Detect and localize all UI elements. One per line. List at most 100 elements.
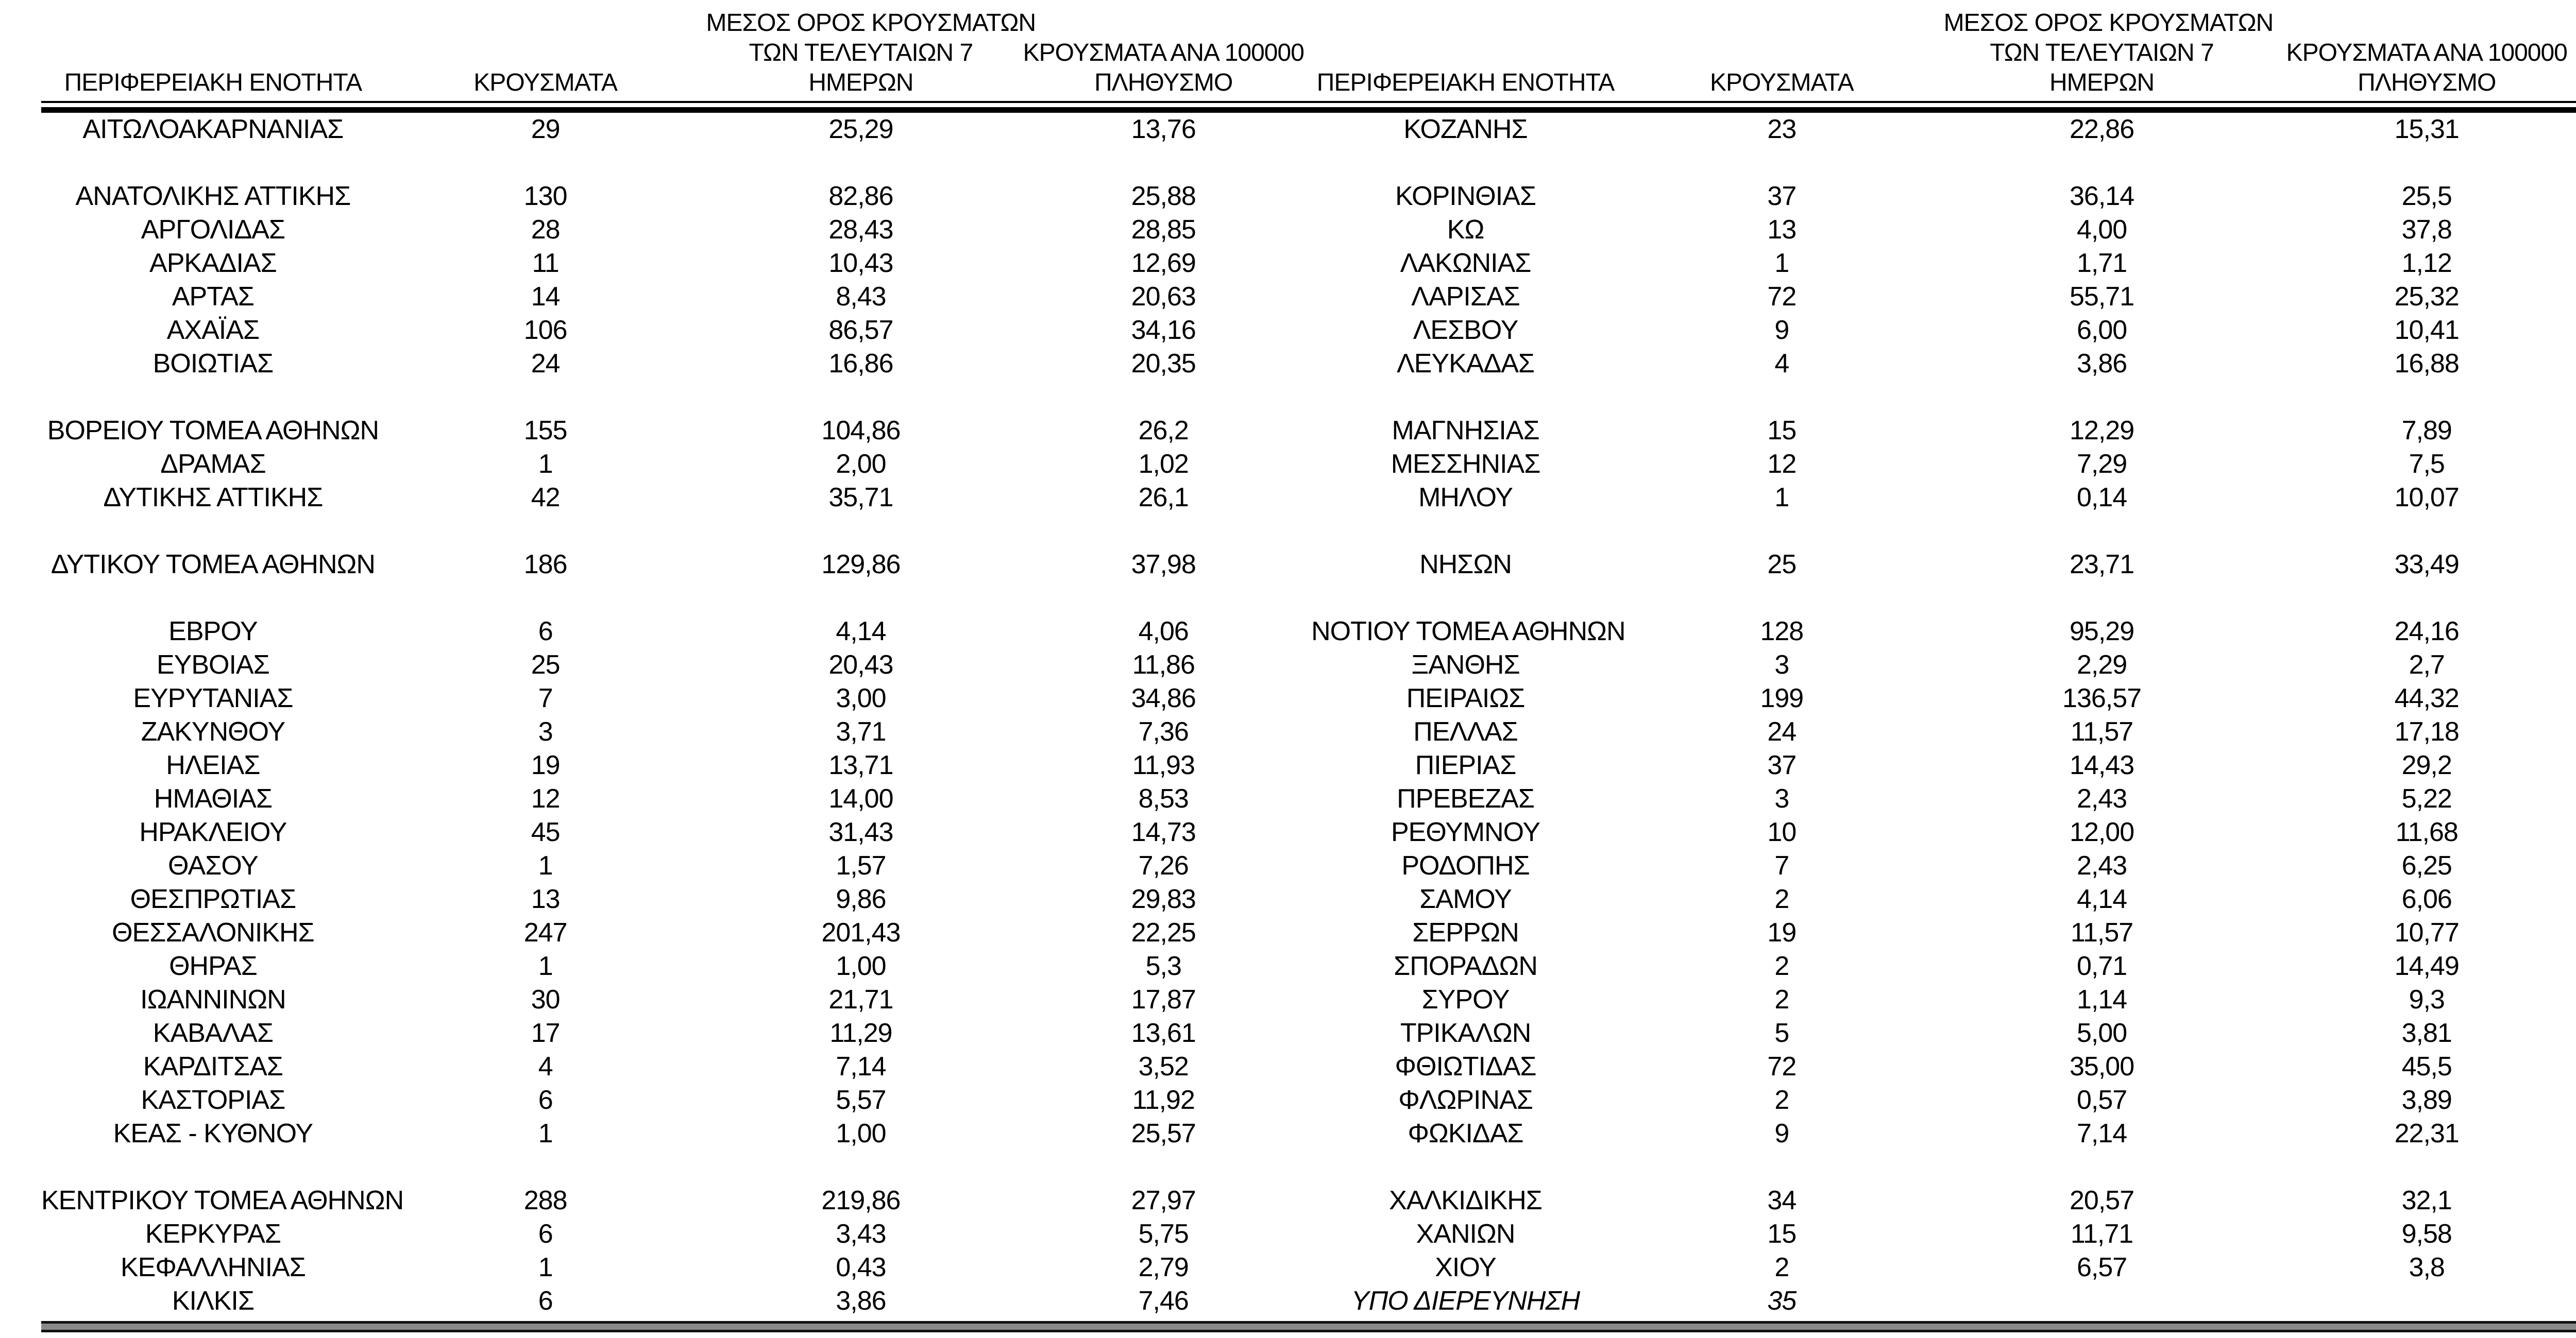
avg7-value-cell: 219,86 [821, 1186, 901, 1215]
per100k-value-cell: 20,63 [1131, 282, 1196, 312]
table-row [41, 514, 2576, 548]
header-per100k-right: ΚΡΟΥΣΜΑΤΑ ΑΝΑ 100000 ΠΛΗΘΥΣΜΟ [2260, 38, 2576, 98]
per100k-value-cell: 7,46 [1138, 1286, 1189, 1316]
per100k-value-cell [2260, 146, 2576, 180]
avg7-value-cell: 3,43 [836, 1219, 886, 1249]
region-name-cell: ΦΛΩΡΙΝΑΣ [1398, 1085, 1533, 1115]
region-name-cell: ΚΑΡΔΙΤΣΑΣ [143, 1052, 283, 1082]
cases-value-cell: 11 [532, 248, 560, 278]
table-row: ΕΒΡΟΥ 6 4,14 4,06 ΝΟΤΙΟΥ ΤΟΜΕΑ ΑΘΗΝΩΝ 128 95,2… [41, 615, 2576, 648]
cases-value-cell: 7 [1774, 851, 1789, 881]
region-name-cell: ΔΡΑΜΑΣ [160, 449, 266, 479]
header-cases-right: ΚΡΟΥΣΜΑΤΑ [1709, 69, 1854, 96]
header-per100k-left-line1: ΚΡΟΥΣΜΑΤΑ ΑΝΑ 100000 [1023, 39, 1304, 66]
avg7-value-cell: 3,86 [2076, 349, 2127, 379]
region-name-cell: ΘΕΣΠΡΩΤΙΑΣ [130, 884, 296, 914]
per100k-value-cell: 22,31 [2394, 1119, 2460, 1148]
avg7-value-cell: 0,43 [836, 1253, 886, 1282]
avg7-value-cell: 86,57 [828, 315, 893, 345]
avg7-value-cell [706, 381, 1016, 414]
region-name-cell: ΑΡΓΟΛΙΔΑΣ [141, 215, 285, 245]
header-per100k-right-line1: ΚΡΟΥΣΜΑΤΑ ΑΝΑ 100000 [2286, 39, 2568, 66]
region-name-cell: ΛΑΚΩΝΙΑΣ [1400, 248, 1532, 278]
avg7-value-cell: 129,86 [821, 550, 901, 579]
avg7-value-cell: 8,43 [836, 282, 886, 312]
table-row: ΑΧΑΪΑΣ 106 86,57 34,16 ΛΕΣΒΟΥ 9 6,00 10,41 [41, 314, 2576, 347]
table-row [41, 146, 2576, 180]
avg7-value-cell: 16,86 [828, 349, 893, 379]
table-row: ΘΑΣΟΥ 1 1,57 7,26 ΡΟΔΟΠΗΣ 7 2,43 6,25 [41, 849, 2576, 883]
per100k-value-cell: 10,77 [2394, 918, 2460, 948]
cases-value-cell: 72 [1767, 1052, 1797, 1082]
per100k-value-cell [1015, 514, 1311, 548]
region-name-cell: ΗΡΑΚΛΕΙΟΥ [139, 817, 287, 847]
per100k-value-cell: 1,12 [2401, 248, 2452, 278]
table-row: ΚΑΣΤΟΡΙΑΣ 6 5,57 11,92 ΦΛΩΡΙΝΑΣ 2 0,57 3,89 [41, 1084, 2576, 1117]
cases-value-cell: 42 [531, 483, 561, 512]
per100k-value-cell: 16,88 [2394, 349, 2460, 379]
per100k-value-cell [2260, 1151, 2576, 1184]
avg7-value-cell [706, 514, 1016, 548]
region-name-cell: ΕΥΒΟΙΑΣ [157, 650, 270, 680]
header-avg7-left-line3: ΗΜΕΡΩΝ [808, 69, 913, 96]
region-name-cell [41, 146, 385, 180]
avg7-value-cell: 6,57 [2076, 1253, 2127, 1282]
cases-value-cell: 6 [538, 1219, 553, 1249]
cases-value-cell: 186 [523, 550, 568, 579]
table-row: ΑΝΑΤΟΛΙΚΗΣ ΑΤΤΙΚΗΣ 130 82,86 25,88 ΚΟΡΙΝΘΙΑΣ… [41, 180, 2576, 213]
region-name-cell: ΠΕΙΡΑΙΩΣ [1406, 683, 1526, 713]
table-row: ΚΕΝΤΡΙΚΟΥ ΤΟΜΕΑ ΑΘΗΝΩΝ 288 219,86 27,97 ΧΑΛΚ… [41, 1184, 2576, 1217]
avg7-value-cell [1944, 1151, 2260, 1184]
region-name-cell: ΗΛΕΙΑΣ [166, 750, 260, 780]
cases-value-cell: 2 [1774, 1253, 1789, 1282]
avg7-value-cell: 104,86 [821, 416, 901, 445]
table-row: ΖΑΚΥΝΘΟΥ 3 3,71 7,36 ΠΕΛΛΑΣ 24 11,57 17,18 [41, 715, 2576, 749]
avg7-value-cell: 1,14 [2076, 985, 2127, 1015]
region-name-cell: ΑΡΚΑΔΙΑΣ [149, 248, 277, 278]
avg7-value-cell [1944, 514, 2260, 548]
region-name-cell: ΕΥΡΥΤΑΝΙΑΣ [133, 683, 293, 713]
cases-value-cell [385, 581, 706, 615]
region-name-cell: ΕΒΡΟΥ [168, 616, 258, 646]
cases-value-cell: 2 [1774, 985, 1789, 1015]
region-name-cell: ΚΕΑΣ - ΚΥΘΝΟΥ [113, 1119, 313, 1148]
region-name-cell: ΤΡΙΚΑΛΩΝ [1400, 1018, 1531, 1048]
cases-value-cell: 14 [531, 282, 561, 312]
avg7-value-cell: 28,43 [828, 215, 893, 245]
avg7-value-cell: 1,57 [836, 851, 886, 881]
per100k-value-cell: 5,75 [1138, 1219, 1189, 1249]
per100k-value-cell: 24,16 [2394, 616, 2460, 646]
avg7-value-cell: 201,43 [821, 918, 901, 948]
region-name-cell: ΑΙΤΩΛΟΑΚΑΡΝΑΝΙΑΣ [82, 114, 344, 144]
cases-value-cell: 13 [531, 884, 561, 914]
per100k-value-cell: 11,93 [1132, 750, 1195, 780]
region-name-cell: ΣΕΡΡΩΝ [1412, 918, 1519, 948]
region-name-cell: ΥΠΟ ΔΙΕΡΕΥΝΗΣΗ [1351, 1286, 1580, 1316]
avg7-value-cell: 4,14 [2076, 884, 2127, 914]
cases-value-cell: 247 [523, 918, 568, 948]
cases-value-cell: 12 [1767, 449, 1797, 479]
avg7-value-cell: 14,00 [828, 784, 893, 814]
header-cases-left: ΚΡΟΥΣΜΑΤΑ [473, 69, 618, 96]
per100k-value-cell: 7,36 [1138, 717, 1189, 747]
avg7-value-cell: 23,71 [2070, 550, 2134, 579]
region-name-cell: ΙΩΑΝΝΙΝΩΝ [140, 985, 286, 1015]
avg7-value-cell: 12,29 [2070, 416, 2134, 445]
table-row: ΗΡΑΚΛΕΙΟΥ 45 31,43 14,73 ΡΕΘΥΜΝΟΥ 10 12,00 11,6… [41, 816, 2576, 849]
per100k-value-cell: 44,32 [2394, 683, 2460, 713]
avg7-value-cell: 0,14 [2076, 483, 2127, 512]
cases-value-cell: 25 [1767, 550, 1797, 579]
cases-value-cell [1620, 514, 1944, 548]
per100k-value-cell: 2,79 [1138, 1253, 1189, 1282]
avg7-value-cell [1944, 146, 2260, 180]
per100k-value-cell: 37,98 [1131, 550, 1196, 579]
avg7-value-cell: 25,29 [828, 114, 893, 144]
per100k-value-cell [2260, 1284, 2576, 1318]
per100k-value-cell: 27,97 [1131, 1186, 1196, 1215]
cases-value-cell: 1 [538, 1119, 553, 1148]
avg7-value-cell [1944, 381, 2260, 414]
region-name-cell: ΡΕΘΥΜΝΟΥ [1391, 817, 1540, 847]
cases-value-cell: 29 [531, 114, 561, 144]
cases-value-cell: 15 [1767, 416, 1797, 445]
per100k-value-cell: 11,86 [1132, 650, 1195, 680]
